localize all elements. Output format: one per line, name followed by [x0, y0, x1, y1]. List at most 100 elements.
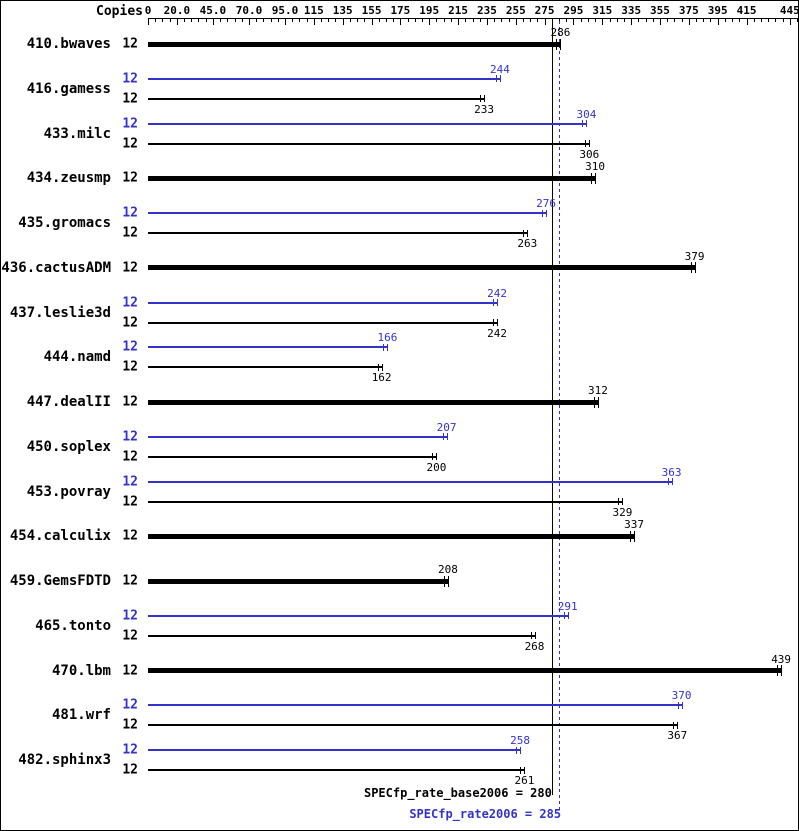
copies-value-base: 12: [122, 225, 138, 241]
bar-end-cap: [381, 363, 383, 371]
x-axis-major-tick: [176, 19, 178, 25]
x-axis-minor-tick: [414, 19, 416, 22]
x-axis-minor-tick: [623, 19, 625, 22]
x-axis-major-tick: [573, 19, 575, 25]
x-axis-minor-tick: [169, 19, 171, 22]
result-bar: [148, 724, 678, 727]
bar-run-tick: [582, 120, 584, 127]
bar-run-tick: [563, 612, 565, 620]
bar-run-tick: [618, 498, 620, 505]
bar-run-tick: [690, 262, 692, 274]
bar-value-label: 276: [536, 197, 556, 210]
x-axis-minor-tick: [198, 19, 200, 22]
benchmark-name: 459.GemsFDTD: [9, 573, 111, 589]
benchmark-name: 470.lbm: [51, 662, 111, 679]
bar-value-label: 263: [517, 237, 538, 250]
bar-end-cap: [527, 229, 529, 237]
bar-value-label: 310: [585, 160, 606, 174]
x-axis-minor-tick: [760, 19, 762, 22]
copies-value-base: 12: [122, 494, 138, 509]
result-bar: [148, 749, 521, 751]
copies-value-peak: 12: [122, 608, 138, 624]
bar-end-cap: [634, 530, 636, 542]
x-axis-tick-label: 395: [707, 4, 728, 17]
bar-end-cap: [589, 140, 591, 147]
benchmark-name: 482.sphinx3: [18, 752, 111, 768]
bar-end-cap: [520, 746, 522, 754]
x-axis-minor-tick: [465, 19, 467, 22]
result-bar: [148, 212, 547, 214]
result-bar-base: [148, 265, 695, 271]
x-axis-minor-tick: [674, 19, 676, 22]
bar-run-tick: [383, 343, 385, 351]
result-bar: [148, 122, 587, 125]
x-axis-tick-label: 355: [650, 4, 670, 17]
x-axis-minor-tick: [537, 19, 539, 22]
bar-value-label: 233: [474, 102, 494, 116]
result-bar: [148, 142, 590, 145]
bar-value-label: 329: [612, 505, 633, 519]
x-axis-tick-label: 20.0: [163, 4, 191, 17]
x-axis-tick-label: 95.0: [271, 4, 299, 17]
specfp-rate-peak-mean-label: SPECfp_rate2006 = 285: [409, 807, 562, 821]
x-axis-major-tick: [631, 19, 633, 25]
bar-value-label: 304: [576, 107, 597, 121]
x-axis-minor-tick: [256, 19, 258, 22]
x-axis-minor-tick: [378, 19, 380, 22]
copies-value: 12: [122, 170, 138, 186]
x-axis-minor-tick: [321, 19, 323, 22]
bar-run-tick: [443, 575, 445, 587]
result-bar: [148, 500, 623, 503]
x-axis-minor-tick: [595, 19, 597, 22]
result-bar-base: [148, 399, 598, 405]
benchmark-name: 433.milc: [43, 125, 111, 142]
bar-end-cap: [436, 453, 438, 461]
x-axis-major-tick: [486, 19, 488, 25]
x-axis-minor-tick: [696, 19, 698, 22]
benchmark-name: 450.soplex: [26, 438, 111, 455]
bar-run-tick: [495, 75, 497, 83]
result-bar-base: [148, 41, 561, 47]
peak-mean-reference-line: [559, 21, 561, 813]
x-axis-minor-tick: [508, 19, 510, 22]
copies-value: 12: [122, 394, 138, 410]
bar-run-tick: [677, 701, 679, 709]
bar-end-cap: [781, 665, 783, 676]
bar-end-cap: [499, 75, 501, 83]
bar-value-label: 258: [510, 734, 531, 747]
result-bar: [148, 346, 388, 349]
x-axis-tick-label: 315: [592, 4, 613, 17]
copies-value-base: 12: [122, 717, 138, 733]
bar-run-tick: [630, 530, 632, 542]
x-axis-tick-label: 155: [361, 4, 382, 17]
x-axis-minor-tick: [443, 19, 445, 22]
bar-end-cap: [484, 95, 486, 103]
specfp-rate-base-mean-label: SPECfp_rate_base2006 = 280: [363, 786, 552, 800]
x-axis-major-tick: [342, 19, 344, 25]
result-bar-base: [148, 578, 448, 584]
x-axis-minor-tick: [768, 19, 770, 22]
x-axis-major-tick: [515, 19, 517, 25]
result-bar: [148, 97, 485, 100]
bar-run-tick: [377, 363, 379, 371]
benchmark-name: 447.dealII: [26, 394, 111, 410]
benchmark-name: 465.tonto: [35, 617, 111, 634]
x-axis-major-tick: [746, 19, 748, 25]
copies-value-peak: 12: [122, 205, 138, 221]
bar-end-cap: [622, 498, 624, 505]
bar-run-tick: [432, 453, 434, 461]
bar-value-label: 337: [624, 518, 644, 532]
bar-end-cap: [671, 478, 673, 485]
x-axis-tick-label: 195: [419, 4, 440, 17]
x-axis-major-tick: [789, 19, 791, 25]
bar-end-cap: [546, 209, 548, 217]
x-axis-minor-tick: [559, 19, 561, 22]
bar-end-cap: [694, 262, 696, 274]
x-axis-tick-label: 45.0: [199, 4, 227, 17]
benchmark-name: 436.cactusADM: [1, 259, 111, 276]
result-bar: [148, 321, 498, 324]
result-bar: [148, 769, 525, 771]
x-axis-minor-tick: [227, 19, 229, 22]
bar-value-label: 166: [377, 331, 398, 345]
x-axis-minor-tick: [349, 19, 351, 22]
